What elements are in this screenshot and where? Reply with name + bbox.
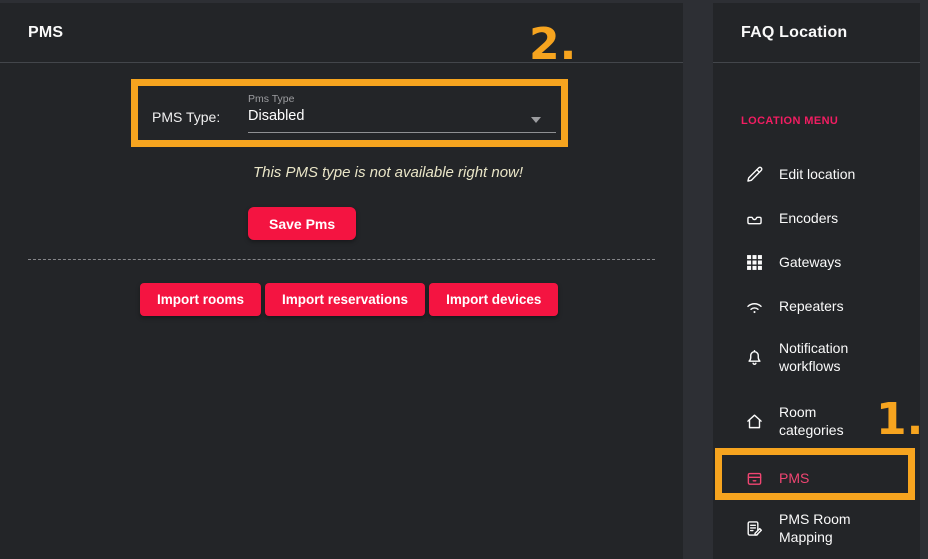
location-sidebar: FAQ Location LOCATION MENU Edit location…	[713, 3, 920, 559]
bell-icon	[743, 346, 765, 368]
location-menu-list: Edit location Encoders Gateways Repeaters No…	[713, 152, 920, 556]
pms-unavailable-note: This PMS type is not available right now…	[252, 164, 524, 181]
sidebar-title: FAQ Location	[741, 23, 848, 41]
sidebar-item-repeaters[interactable]: Repeaters	[713, 284, 920, 328]
location-menu-heading: LOCATION MENU	[741, 115, 839, 127]
chevron-down-icon	[531, 117, 541, 123]
sidebar-item-label: Notification workflows	[779, 339, 849, 374]
sidebar-header: FAQ Location	[713, 3, 920, 63]
document-edit-icon	[743, 517, 765, 539]
page-title: PMS	[28, 23, 64, 41]
pms-type-float-label: Pms Type	[248, 93, 295, 105]
inbox-icon	[743, 207, 765, 229]
import-buttons-row: Import rooms Import reservations Import de…	[140, 283, 559, 316]
wifi-icon	[743, 295, 765, 317]
archive-box-icon	[743, 467, 765, 489]
sidebar-item-notification-workflows[interactable]: Notification workflows	[713, 328, 920, 386]
save-pms-button[interactable]: Save Pms	[248, 207, 357, 240]
sidebar-item-label: Room categories	[779, 403, 844, 438]
sidebar-item-pms-room-mapping[interactable]: PMS Room Mapping	[713, 500, 920, 556]
sidebar-item-pms[interactable]: PMS	[713, 456, 920, 500]
sidebar-item-label: PMS Room Mapping	[779, 510, 851, 545]
import-rooms-button[interactable]: Import rooms	[140, 283, 262, 316]
sidebar-item-label: Gateways	[779, 253, 842, 270]
sidebar-item-label: PMS	[779, 469, 810, 486]
sidebar-item-label: Repeaters	[779, 297, 844, 314]
import-reservations-button[interactable]: Import reservations	[265, 283, 426, 316]
pms-type-select[interactable]: Pms Type Disabled	[248, 93, 556, 133]
sidebar-item-encoders[interactable]: Encoders	[713, 196, 920, 240]
pms-type-selected-value: Disabled	[248, 108, 556, 133]
pms-settings-panel: PMS PMS Type: Pms Type Disabled This PMS…	[0, 3, 683, 559]
sidebar-item-edit-location[interactable]: Edit location	[713, 152, 920, 196]
home-icon	[743, 410, 765, 432]
sidebar-item-label: Encoders	[779, 209, 839, 226]
grid-icon	[743, 251, 765, 273]
sidebar-item-label: Edit location	[779, 165, 856, 182]
dashed-divider	[28, 259, 655, 260]
sidebar-item-gateways[interactable]: Gateways	[713, 240, 920, 284]
sidebar-item-room-categories[interactable]: Room categories	[713, 386, 920, 456]
pms-panel-header: PMS	[0, 3, 683, 63]
import-devices-button[interactable]: Import devices	[429, 283, 559, 316]
pms-type-label: PMS Type:	[152, 109, 221, 125]
pencil-icon	[743, 163, 765, 185]
